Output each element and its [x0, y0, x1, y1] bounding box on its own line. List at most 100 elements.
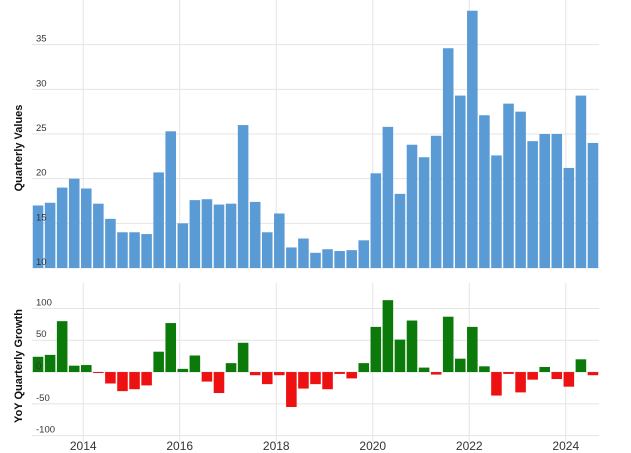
- yoy-growth-bar: [178, 369, 189, 372]
- yoy-growth-bar: [310, 372, 321, 384]
- yoy-growth-bar: [371, 327, 382, 372]
- quarterly-value-bar: [395, 194, 406, 268]
- yoy-growth-bar: [69, 366, 80, 372]
- yoy-growth-bar: [515, 372, 526, 392]
- yoy-growth-bar: [576, 359, 587, 372]
- quarterly-values-y-tick: 20: [36, 168, 47, 179]
- yoy-growth-y-tick: 100: [36, 297, 52, 308]
- quarterly-value-bar: [202, 199, 213, 268]
- quarterly-value-bar: [69, 179, 80, 268]
- yoy-growth-bar: [419, 368, 430, 372]
- quarterly-value-bar: [226, 204, 237, 268]
- quarterly-value-bar: [93, 204, 104, 268]
- yoy-growth-bar: [129, 372, 140, 389]
- quarterly-value-bar: [141, 234, 152, 268]
- quarterly-value-bar: [576, 96, 587, 268]
- yoy-growth-bar: [588, 372, 599, 375]
- yoy-growth-bar: [250, 372, 261, 375]
- x-axis-tick: 2014: [70, 439, 97, 453]
- quarterly-values-bars: [33, 11, 599, 268]
- yoy-growth-y-tick: 50: [36, 329, 47, 340]
- quarterly-value-bar: [346, 250, 357, 268]
- yoy-growth-bar: [455, 359, 466, 372]
- quarterly-value-bar: [310, 253, 321, 268]
- x-axis-ticks: 2014 2016 2018 2020 2022 2024: [70, 439, 580, 453]
- yoy-growth-bar: [467, 327, 478, 372]
- quarterly-value-bar: [286, 247, 297, 268]
- quarterly-value-bar: [539, 134, 550, 268]
- quarterly-value-bar: [407, 145, 418, 268]
- yoy-growth-bar: [286, 372, 297, 407]
- quarterly-value-bar: [274, 214, 285, 268]
- yoy-growth-bar: [334, 372, 345, 374]
- x-axis-tick: 2016: [166, 439, 193, 453]
- quarterly-values-axis-title: Quarterly Values: [13, 105, 25, 192]
- yoy-growth-bar: [503, 372, 514, 374]
- yoy-growth-y-tick: 0: [36, 361, 41, 372]
- quarterly-values-y-tick: 10: [36, 257, 47, 268]
- yoy-growth-bar: [527, 372, 538, 380]
- yoy-growth-bar: [358, 363, 369, 372]
- yoy-growth-bar: [298, 372, 309, 389]
- yoy-growth-y-tick: -100: [36, 425, 55, 436]
- quarterly-value-bar: [129, 232, 140, 268]
- x-axis-tick: 2024: [552, 439, 579, 453]
- yoy-growth-bar: [564, 372, 575, 387]
- quarterly-value-bar: [322, 249, 333, 268]
- quarterly-value-bar: [491, 155, 502, 268]
- quarterly-value-bar: [564, 168, 575, 268]
- yoy-growth-bar: [346, 372, 357, 378]
- yoy-growth-axis-title: YoY Quarterly Growth: [13, 309, 25, 423]
- yoy-growth-bar: [539, 367, 550, 372]
- yoy-growth-bar: [407, 321, 418, 373]
- yoy-growth-bar: [141, 372, 152, 385]
- quarterly-value-bar: [443, 48, 454, 268]
- quarterly-value-bar: [81, 188, 92, 268]
- quarterly-values-y-tick: 30: [36, 78, 47, 89]
- quarterly-value-bar: [250, 202, 261, 268]
- quarterly-value-bar: [527, 141, 538, 268]
- quarterly-value-bar: [371, 173, 382, 268]
- x-axis-tick: 2022: [456, 439, 483, 453]
- quarterly-value-bar: [431, 136, 442, 268]
- quarterly-value-bar: [117, 232, 128, 268]
- yoy-growth-bar: [491, 372, 502, 396]
- quarterly-value-bar: [383, 127, 394, 268]
- yoy-growth-bar: [431, 372, 442, 375]
- x-axis-tick: 2020: [359, 439, 386, 453]
- quarterly-value-bar: [165, 131, 176, 268]
- yoy-growth-bar: [238, 343, 249, 372]
- quarterly-value-bar: [298, 239, 309, 268]
- yoy-growth-bar: [190, 356, 201, 373]
- quarterly-value-bar: [551, 134, 562, 268]
- quarterly-value-bar: [238, 125, 249, 268]
- quarterly-value-bar: [358, 240, 369, 268]
- quarterly-value-bar: [190, 200, 201, 268]
- yoy-growth-bar: [479, 366, 490, 372]
- yoy-growth-bar: [165, 323, 176, 372]
- yoy-growth-bar: [153, 352, 164, 372]
- yoy-growth-bar: [45, 355, 56, 372]
- yoy-growth-bar: [57, 321, 68, 372]
- quarterly-values-y-tick: 35: [36, 34, 47, 45]
- quarterly-value-bar: [515, 112, 526, 268]
- yoy-growth-bars: [33, 300, 599, 407]
- quarterly-value-bar: [178, 223, 189, 268]
- quarterly-value-bar: [588, 143, 599, 268]
- quarterly-value-bar: [455, 96, 466, 268]
- yoy-growth-bar: [274, 372, 285, 375]
- yoy-growth-bar: [322, 372, 333, 389]
- quarterly-value-bar: [105, 219, 116, 268]
- yoy-growth-bar: [383, 300, 394, 372]
- quarterly-value-bar: [479, 115, 490, 268]
- yoy-growth-bar: [443, 317, 454, 372]
- quarterly-value-bar: [467, 11, 478, 268]
- quarterly-value-bar: [262, 232, 273, 268]
- quarterly-value-bar: [503, 104, 514, 268]
- yoy-growth-bar: [395, 340, 406, 372]
- yoy-growth-bar: [214, 372, 225, 393]
- quarterly-value-bar: [334, 251, 345, 268]
- yoy-growth-bar: [117, 372, 128, 391]
- x-axis-tick: 2018: [263, 439, 290, 453]
